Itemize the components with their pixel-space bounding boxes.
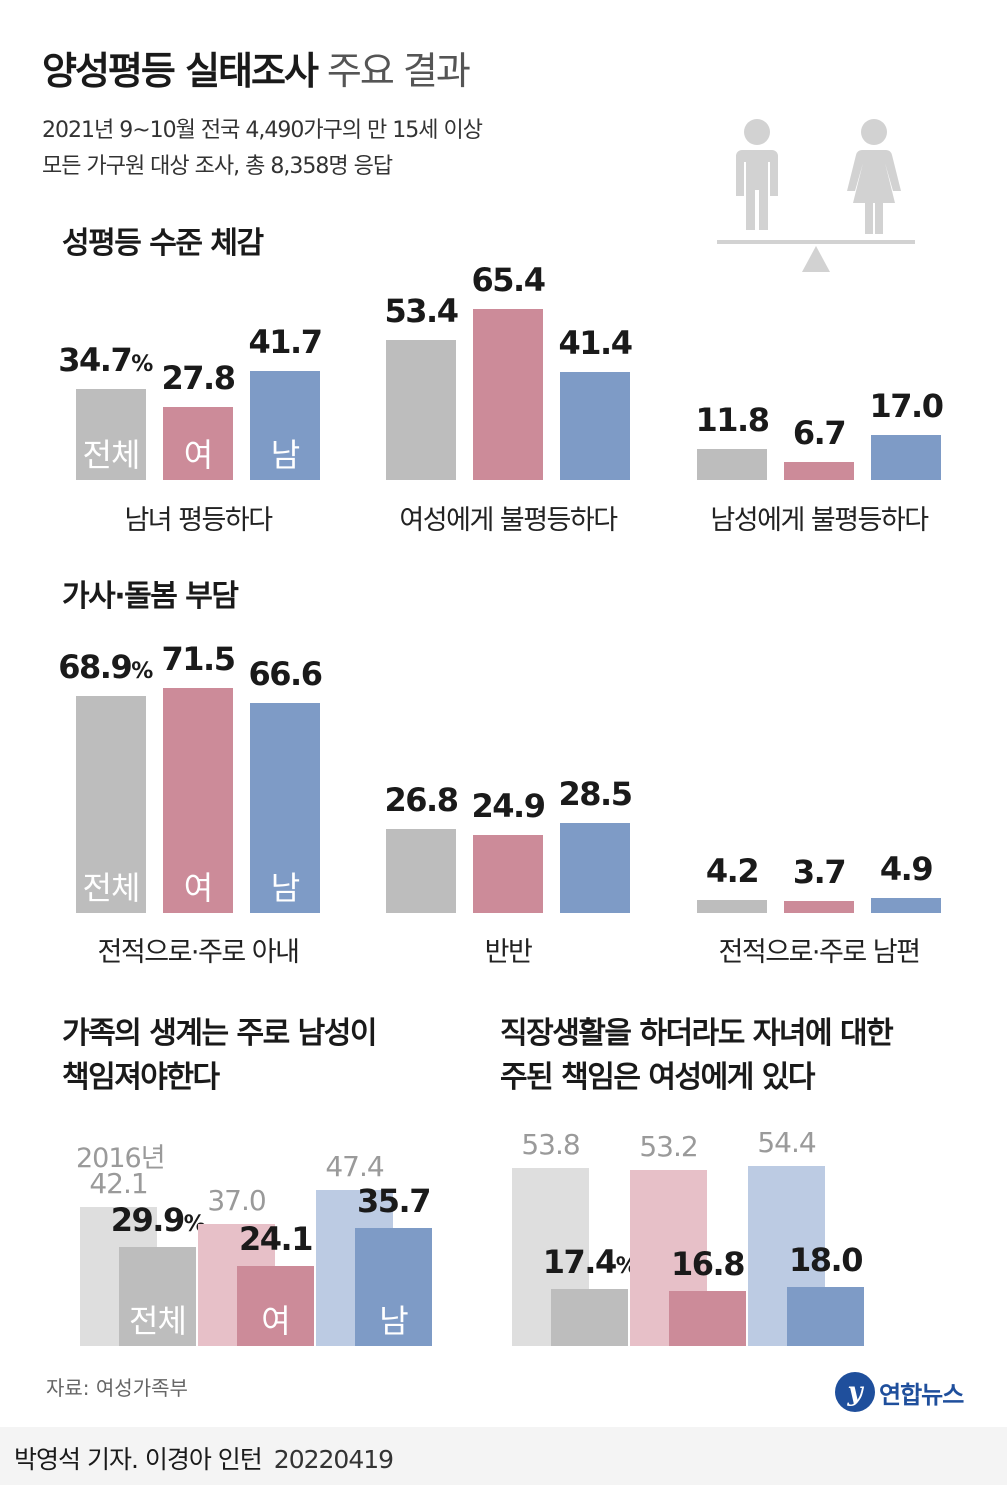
bar-2021-c2-female (237, 1266, 314, 1346)
category-label-c0-g2: 남성에게 불평등하다 (710, 505, 929, 536)
legend-all-c1: 전체 (82, 869, 141, 907)
bar-2021-c3-all (551, 1288, 628, 1346)
section4-title-line2: 주된 책임은 여성에게 있다 (500, 1060, 815, 1095)
bar-c1-g0-s2 (250, 703, 320, 913)
bar-2021-c2-male (355, 1228, 432, 1346)
value-2016-c3-female: 53.2 (639, 1130, 698, 1164)
value-label-c1-g2-s1: 3.7 (792, 853, 847, 892)
value-label-c0-g0-s1: 27.8 (161, 359, 236, 398)
value-2016-c2-female: 37.0 (207, 1183, 266, 1217)
legend-male-c2: 남 (379, 1302, 408, 1340)
section3-title-line2: 책임져야한다 (62, 1060, 220, 1095)
bar-2021-c3-female (669, 1290, 746, 1346)
section4-title-line1: 직장생활을 하더라도 자녀에 대한 (500, 1016, 894, 1051)
bar-2021-c3-male (787, 1286, 864, 1346)
value-label-c1-g0-s0: 68.9% (58, 647, 153, 686)
value-label-c0-g0-s2: 41.7 (248, 322, 323, 361)
value-label-c1-g2-s0: 4.2 (705, 851, 760, 890)
title-suffix: 주요 결과 (326, 49, 471, 93)
category-label-c1-g0: 전적으로·주로 아내 (97, 937, 300, 968)
title-text: 양성평등 실태조사 (42, 49, 319, 93)
section2-title: 가사·돌봄 부담 (62, 579, 239, 614)
section1-title: 성평등 수준 체감 (62, 226, 264, 261)
value-2021-c3-all: 17.4% (542, 1242, 638, 1281)
bar-c1-g0-s0 (76, 695, 146, 913)
category-label-c1-g1: 반반 (484, 937, 533, 968)
value-label-c0-g2-s1: 6.7 (792, 414, 847, 453)
bar-c1-g1-s1 (473, 834, 543, 913)
bar-c0-g0-s1 (163, 407, 233, 480)
section3-title-line1: 가족의 생계는 주로 남성이 (62, 1016, 377, 1051)
credit-author: 박영석 기자. 이경아 인턴 (14, 1445, 263, 1474)
value-label-c1-g2-s2: 4.9 (879, 849, 934, 888)
bar-c1-g1-s0 (386, 828, 456, 913)
page-title: 양성평등 실태조사 주요 결과 (42, 40, 471, 95)
legend-all-c0: 전체 (82, 436, 141, 474)
bar-c0-g2-s0 (697, 449, 767, 480)
bar-c0-g2-s2 (871, 435, 941, 480)
bar-c0-g0-s2 (250, 370, 320, 480)
legend-female-c2: 여 (261, 1302, 290, 1340)
value-2016-c2-all: 42.1 (89, 1167, 148, 1201)
legend-male-c1: 남 (270, 869, 300, 907)
value-label-c0-g1-s1: 65.4 (471, 260, 546, 299)
value-label-c0-g2-s2: 17.0 (869, 387, 944, 426)
bar-c0-g0-s0 (76, 389, 146, 480)
value-label-c1-g0-s2: 66.6 (248, 655, 323, 694)
bar-c1-g2-s1 (784, 901, 854, 913)
bar-c0-g1-s0 (386, 340, 456, 480)
value-label-c0-g1-s2: 41.4 (558, 323, 633, 362)
category-label-c1-g2: 전적으로·주로 남편 (718, 937, 921, 968)
footer-band (0, 1427, 1007, 1485)
value-label-c0-g1-s0: 53.4 (384, 292, 459, 331)
source-note: 자료: 여성가족부 (46, 1376, 188, 1400)
value-2021-c3-female: 16.8 (671, 1244, 745, 1283)
bar-c1-g1-s2 (560, 823, 630, 913)
value-label-c0-g0-s0: 34.7% (58, 341, 153, 380)
value-label-c1-g1-s2: 28.5 (558, 775, 633, 814)
credit-line: 박영석 기자. 이경아 인턴 20220419 (14, 1440, 394, 1476)
value-label-c1-g0-s1: 71.5 (161, 639, 236, 678)
value-2016-c3-all: 53.8 (521, 1128, 580, 1162)
value-2021-c2-male: 35.7 (357, 1182, 431, 1221)
bar-c1-g0-s1 (163, 687, 233, 913)
value-label-c0-g2-s0: 11.8 (695, 401, 770, 440)
subtitle-line2: 모든 가구원 대상 조사, 총 8,358명 응답 (42, 154, 393, 179)
bar-2021-c2-all (119, 1247, 196, 1346)
value-label-c1-g1-s0: 26.8 (384, 780, 459, 819)
legend-female-c0: 여 (183, 436, 213, 474)
legend-male-c0: 남 (270, 436, 300, 474)
value-2021-c3-male: 18.0 (789, 1240, 863, 1279)
value-label-c1-g1-s1: 24.9 (471, 786, 546, 825)
bar-c0-g1-s2 (560, 371, 630, 480)
bar-c1-g2-s0 (697, 899, 767, 913)
value-2016-c3-male: 54.4 (757, 1126, 816, 1160)
legend-all-c2: 전체 (129, 1302, 187, 1340)
bar-c0-g1-s1 (473, 308, 543, 480)
bar-c1-g2-s2 (871, 897, 941, 913)
subtitle-line1: 2021년 9~10월 전국 4,490가구의 만 15세 이상 (42, 118, 483, 143)
value-2016-c2-male: 47.4 (325, 1149, 384, 1183)
yonhap-logo-text: 연합뉴스 (879, 1380, 964, 1409)
category-label-c0-g0: 남녀 평등하다 (124, 505, 273, 536)
category-label-c0-g1: 여성에게 불평등하다 (399, 505, 618, 536)
value-2021-c2-female: 24.1 (239, 1220, 313, 1259)
yonhap-logo-icon: y (835, 1372, 875, 1412)
bar-c0-g2-s1 (784, 462, 854, 480)
scale-with-man-and-woman-icon (717, 119, 915, 272)
legend-female-c1: 여 (183, 869, 213, 907)
credit-date: 20220419 (273, 1445, 394, 1474)
year-2016-label: 2016년 (76, 1143, 166, 1174)
value-2021-c2-all: 29.9% (110, 1201, 206, 1240)
yonhap-logo: y 연합뉴스 (835, 1370, 964, 1414)
